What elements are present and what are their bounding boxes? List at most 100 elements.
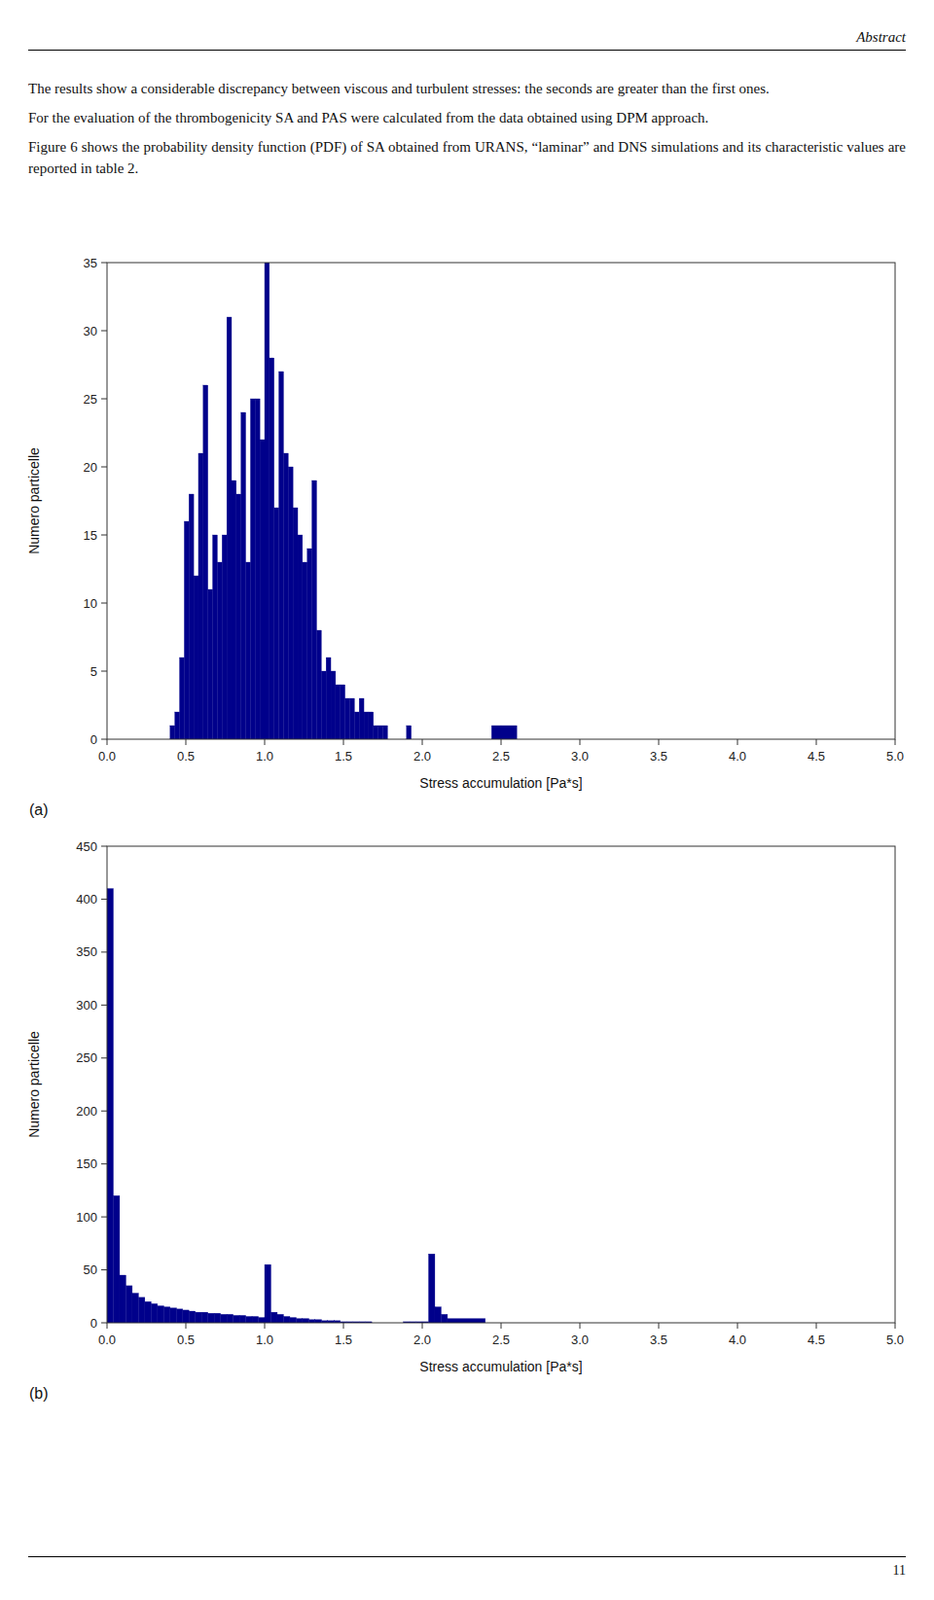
- histogram-bar: [246, 562, 252, 740]
- y-tick-label: 350: [75, 944, 98, 960]
- histogram-bar: [349, 698, 355, 740]
- histogram-bar: [368, 712, 374, 740]
- histogram-bar: [363, 712, 369, 740]
- x-tick: [737, 1323, 739, 1330]
- y-tick-label: 100: [75, 1210, 98, 1225]
- histogram-bar: [182, 1310, 189, 1324]
- y-tick: [101, 1217, 108, 1219]
- histogram-bar: [144, 1301, 151, 1324]
- y-tick-label: 400: [75, 892, 98, 907]
- x-tick-label: 2.5: [492, 749, 510, 764]
- histogram-bar: [283, 453, 288, 740]
- y-tick-label: 50: [83, 1262, 98, 1278]
- histogram-bar: [354, 712, 360, 740]
- histogram-bar: [239, 1315, 246, 1324]
- histogram-bar: [246, 1316, 252, 1324]
- histogram-bar: [195, 1312, 202, 1324]
- histogram-bar: [216, 562, 222, 740]
- histogram-bar: [312, 480, 318, 740]
- histogram-bar: [193, 575, 199, 740]
- x-tick: [658, 1323, 660, 1330]
- charts: 0.00.51.01.52.02.53.03.54.04.55.00510152…: [0, 243, 934, 1411]
- histogram-bar: [157, 1306, 164, 1324]
- histogram-bar: [163, 1307, 170, 1324]
- x-tick-label: 3.5: [649, 749, 668, 764]
- y-tick: [101, 262, 108, 264]
- histogram-bar: [287, 467, 293, 740]
- panel-label: (a): [29, 801, 49, 819]
- x-tick-label: 4.5: [807, 749, 826, 764]
- x-tick-label: 3.0: [571, 749, 589, 764]
- header-rule: [28, 49, 906, 51]
- histogram-bar: [259, 439, 265, 740]
- histogram-bar: [378, 725, 384, 740]
- x-tick-label: 0.0: [98, 1332, 116, 1348]
- y-tick-label: 0: [90, 1316, 98, 1331]
- x-tick-label: 1.5: [334, 1332, 353, 1348]
- header-text: Abstract: [28, 29, 906, 46]
- x-tick: [816, 739, 818, 746]
- x-tick: [107, 739, 108, 746]
- plot-frame: [107, 262, 896, 740]
- histogram-bar: [226, 317, 232, 740]
- histogram-bar: [208, 1313, 215, 1324]
- histogram-bar: [175, 712, 180, 740]
- y-tick: [101, 603, 108, 605]
- y-tick: [101, 467, 108, 468]
- histogram-bar: [208, 589, 214, 740]
- x-tick-label: 1.0: [255, 749, 274, 764]
- y-tick-label: 300: [75, 998, 98, 1013]
- paragraph: Figure 6 shows the probability density f…: [28, 136, 906, 180]
- y-tick-label: 35: [83, 255, 98, 271]
- x-tick-label: 3.5: [649, 1332, 668, 1348]
- x-tick-label: 2.5: [492, 1332, 510, 1348]
- histogram-bar: [491, 725, 502, 740]
- x-tick: [579, 1323, 581, 1330]
- histogram-bar: [231, 480, 237, 740]
- histogram-bar: [220, 1314, 227, 1324]
- page-number: 11: [28, 1563, 906, 1580]
- x-tick-label: 0.0: [98, 749, 116, 764]
- y-axis-label: Numero particelle: [26, 447, 42, 555]
- y-tick: [101, 1163, 108, 1165]
- chart: 0.00.51.01.52.02.53.03.54.04.55.00510152…: [0, 243, 934, 827]
- bars: [107, 889, 486, 1324]
- y-tick: [101, 1269, 108, 1271]
- histogram-bar: [321, 671, 326, 740]
- x-tick: [816, 1323, 818, 1330]
- x-tick-label: 4.0: [728, 749, 747, 764]
- histogram-bar: [277, 1314, 284, 1324]
- histogram-bar: [440, 1314, 447, 1324]
- histogram-bar: [373, 725, 379, 740]
- x-tick: [658, 739, 660, 746]
- y-tick: [101, 846, 108, 848]
- histogram-bar: [250, 398, 255, 740]
- histogram-bar: [132, 1293, 139, 1324]
- histogram-bar: [198, 453, 204, 740]
- histogram-bar: [340, 684, 346, 740]
- histogram-bar: [302, 1319, 309, 1324]
- y-tick: [101, 739, 108, 741]
- x-tick-label: 5.0: [886, 1332, 904, 1348]
- histogram-bar: [434, 1307, 441, 1324]
- paragraph: The results show a considerable discrepa…: [28, 77, 906, 100]
- body-text: The results show a considerable discrepa…: [28, 77, 906, 187]
- y-tick: [101, 1005, 108, 1006]
- x-tick: [185, 739, 187, 746]
- y-tick: [101, 1323, 108, 1325]
- histogram-bar: [335, 684, 341, 740]
- y-tick: [101, 535, 108, 537]
- histogram-bar: [501, 725, 517, 740]
- y-tick-label: 15: [83, 528, 98, 543]
- x-tick: [579, 739, 581, 746]
- x-tick-label: 1.5: [334, 749, 353, 764]
- y-tick: [101, 1057, 108, 1059]
- x-tick-label: 3.0: [571, 1332, 589, 1348]
- y-tick-label: 10: [83, 596, 98, 611]
- histogram-bar: [201, 1312, 208, 1324]
- histogram-bar: [176, 1309, 182, 1324]
- x-tick: [107, 1323, 108, 1330]
- histogram-bar: [297, 535, 303, 740]
- y-tick-label: 150: [75, 1156, 98, 1172]
- histogram-bar: [188, 494, 194, 740]
